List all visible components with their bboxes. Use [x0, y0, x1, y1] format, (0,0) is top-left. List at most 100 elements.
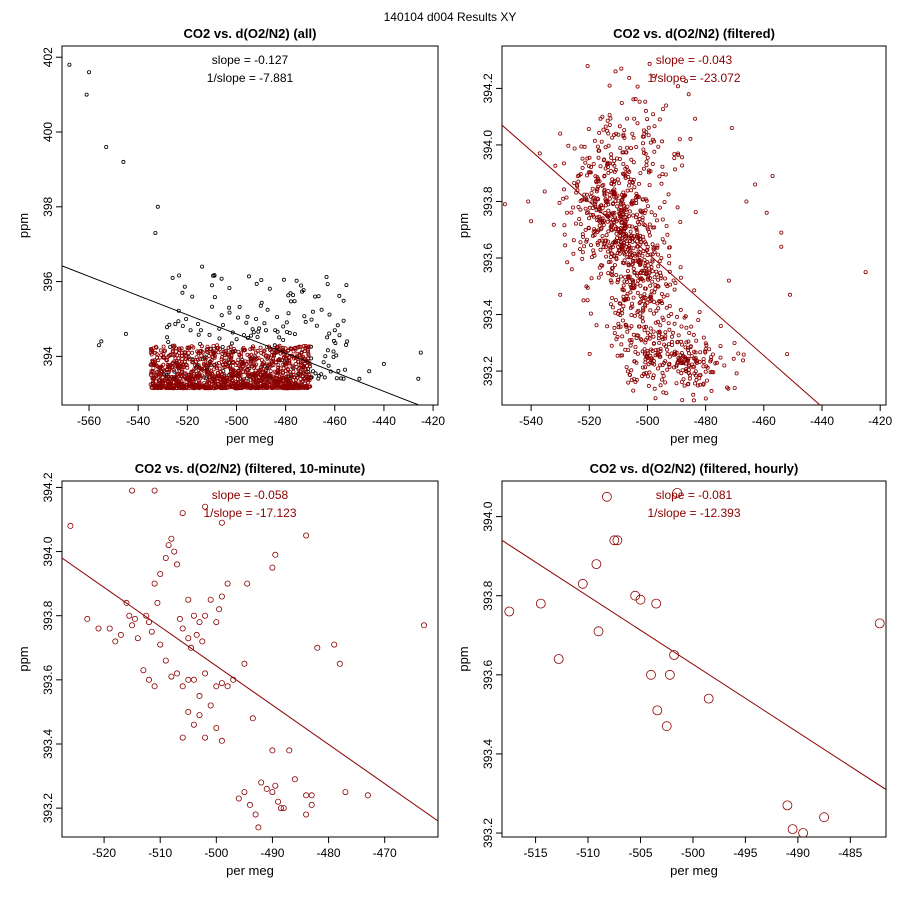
data-point	[307, 384, 312, 389]
y-tick-label: 400	[41, 122, 55, 142]
data-point	[281, 375, 286, 380]
data-point	[630, 279, 635, 284]
data-point	[590, 205, 595, 210]
data-point	[683, 355, 688, 360]
data-point	[654, 308, 659, 313]
data-point	[189, 382, 194, 387]
data-point	[664, 391, 669, 396]
data-point	[684, 325, 689, 330]
data-point	[244, 580, 251, 587]
data-point	[250, 346, 255, 351]
data-point	[615, 280, 620, 285]
data-point	[633, 258, 638, 263]
data-point	[323, 354, 328, 359]
data-point	[151, 487, 158, 494]
data-point	[537, 151, 542, 156]
data-point	[643, 108, 648, 113]
data-point	[184, 316, 189, 321]
data-point	[275, 314, 280, 319]
data-point	[618, 146, 623, 151]
data-point	[628, 343, 633, 348]
data-point	[637, 181, 642, 186]
data-point	[607, 123, 612, 128]
data-point	[165, 542, 172, 549]
data-point	[603, 210, 608, 215]
data-point	[177, 273, 182, 278]
data-point	[182, 374, 187, 379]
data-point	[268, 374, 273, 379]
data-point	[218, 381, 223, 386]
data-point	[577, 173, 582, 178]
data-point	[665, 232, 670, 237]
data-point	[583, 206, 588, 211]
data-point	[652, 275, 657, 280]
data-point	[175, 353, 180, 358]
data-point	[616, 321, 621, 326]
data-point	[627, 249, 632, 254]
data-point	[618, 236, 623, 241]
data-point	[269, 349, 274, 354]
data-point	[676, 84, 681, 89]
data-point	[764, 210, 769, 215]
data-point	[217, 336, 222, 341]
data-point	[210, 372, 215, 377]
data-point	[672, 321, 677, 326]
data-point	[621, 201, 626, 206]
data-point	[205, 346, 210, 351]
data-point	[265, 362, 270, 367]
data-point	[168, 535, 175, 542]
data-point	[219, 313, 224, 318]
data-point	[212, 355, 217, 360]
data-point	[631, 258, 636, 263]
data-point	[155, 369, 160, 374]
data-point	[651, 341, 656, 346]
data-point	[197, 357, 202, 362]
data-point	[563, 243, 568, 248]
data-point	[278, 351, 283, 356]
data-point	[679, 371, 684, 376]
data-point	[297, 384, 302, 389]
data-point	[558, 131, 563, 136]
data-point	[642, 257, 647, 262]
data-point	[667, 261, 672, 266]
data-point	[164, 386, 169, 391]
data-point	[634, 215, 639, 220]
data-point	[603, 166, 608, 171]
data-point	[306, 356, 311, 361]
data-point	[734, 371, 739, 376]
data-point	[249, 715, 256, 722]
data-point	[222, 385, 227, 390]
data-point	[620, 311, 625, 316]
data-point	[179, 346, 184, 351]
data-point	[638, 314, 643, 319]
data-point	[259, 378, 264, 383]
data-point	[280, 369, 285, 374]
data-point	[679, 324, 684, 329]
data-point	[334, 376, 339, 381]
data-point	[635, 594, 646, 605]
data-point	[586, 210, 591, 215]
data-point	[334, 353, 339, 358]
y-tick-label: 398	[41, 196, 55, 216]
data-point	[609, 228, 614, 233]
data-point	[613, 238, 618, 243]
x-tick-label: -520	[175, 414, 199, 428]
data-point	[589, 276, 594, 281]
y-tick-label: 393.2	[481, 818, 495, 848]
data-point	[165, 362, 170, 367]
data-point	[703, 341, 708, 346]
data-point	[629, 255, 634, 260]
data-point	[659, 291, 664, 296]
data-point	[624, 365, 629, 370]
data-point	[645, 225, 650, 230]
data-point	[623, 275, 628, 280]
data-point	[647, 222, 652, 227]
data-point	[613, 217, 618, 222]
x-tick-label: -500	[681, 846, 705, 860]
data-point	[260, 369, 265, 374]
data-point	[645, 117, 650, 122]
data-point	[585, 173, 590, 178]
data-point	[185, 676, 192, 683]
data-point	[615, 277, 620, 282]
data-point	[235, 386, 240, 391]
